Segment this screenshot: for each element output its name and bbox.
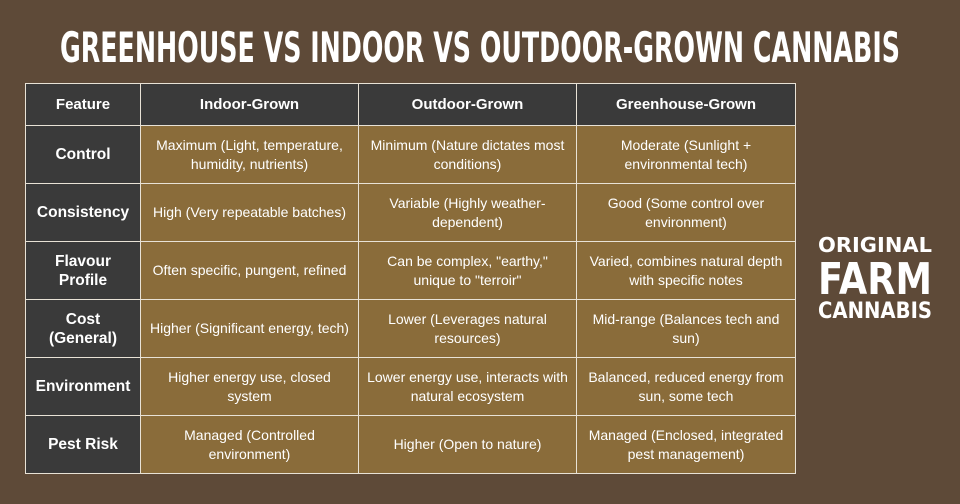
header-row: Feature Indoor-Grown Outdoor-Grown Greenhou… (25, 83, 796, 126)
feature-cell: Pest Risk (25, 415, 141, 474)
logo-line: FARM (818, 254, 932, 305)
logo-line: CANNABIS (818, 299, 932, 324)
value-cell: Higher energy use, closed system (140, 357, 359, 416)
header-cell: Greenhouse-Grown (576, 83, 796, 126)
feature-cell: Control (25, 125, 141, 184)
table-row: Flavour Profile Often specific, pungent, … (25, 241, 796, 300)
value-cell: Variable (Highly weather-dependent) (358, 183, 577, 242)
value-cell: Higher (Open to nature) (358, 415, 577, 474)
feature-cell: Flavour Profile (25, 241, 141, 300)
value-cell: Minimum (Nature dictates most conditions… (358, 125, 577, 184)
value-cell: Lower (Leverages natural resources) (358, 299, 577, 358)
title: GREENHOUSE VS INDOOR VS OUTDOOR-GROWN CA… (60, 23, 900, 72)
table-row: Control Maximum (Light, temperature, humi… (25, 125, 796, 184)
comparison-table: Feature Indoor-Grown Outdoor-Grown Greenhou… (25, 83, 796, 474)
value-cell: Varied, combines natural depth with spec… (576, 241, 796, 300)
header-cell: Indoor-Grown (140, 83, 359, 126)
table-row: Environment Higher energy use, closed sys… (25, 357, 796, 416)
table-body: Control Maximum (Light, temperature, humi… (25, 125, 796, 474)
feature-cell: Environment (25, 357, 141, 416)
header-cell: Feature (25, 83, 141, 126)
value-cell: Can be complex, "earthy," unique to "ter… (358, 241, 577, 300)
feature-cell: Cost (General) (25, 299, 141, 358)
value-cell: Higher (Significant energy, tech) (140, 299, 359, 358)
header-cell: Outdoor-Grown (358, 83, 577, 126)
value-cell: Moderate (Sunlight + environmental tech) (576, 125, 796, 184)
table-row: Pest Risk Managed (Controlled environment… (25, 415, 796, 474)
value-cell: Mid-range (Balances tech and sun) (576, 299, 796, 358)
feature-cell: Consistency (25, 183, 141, 242)
value-cell: Maximum (Light, temperature, humidity, n… (140, 125, 359, 184)
value-cell: Managed (Enclosed, integrated pest manag… (576, 415, 796, 474)
value-cell: Often specific, pungent, refined (140, 241, 359, 300)
value-cell: Balanced, reduced energy from sun, some … (576, 357, 796, 416)
value-cell: High (Very repeatable batches) (140, 183, 359, 242)
table-row: Consistency High (Very repeatable batches… (25, 183, 796, 242)
value-cell: Lower energy use, interacts with natural… (358, 357, 577, 416)
value-cell: Managed (Controlled environment) (140, 415, 359, 474)
value-cell: Good (Some control over environment) (576, 183, 796, 242)
table-row: Cost (General) Higher (Significant energy… (25, 299, 796, 358)
logo-line: ORIGINAL (818, 233, 932, 257)
